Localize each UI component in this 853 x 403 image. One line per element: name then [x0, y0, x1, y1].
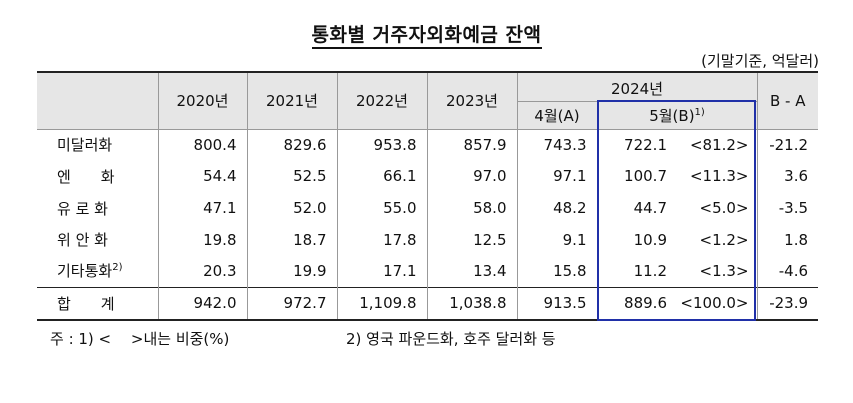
row-label: 유 로 화 [57, 199, 108, 218]
row-label: 미달러화 [57, 136, 113, 155]
cell-2020: 54.4 [157, 160, 247, 192]
cell-may: 889.6 [596, 287, 671, 320]
cell-april: 743.3 [516, 129, 597, 160]
cell-share: <81.2> [689, 135, 749, 154]
cell-diff: 3.6 [756, 160, 819, 192]
cell-diff: 1.8 [756, 224, 819, 255]
cell-2021: 52.5 [246, 160, 337, 192]
cell-2020: 800.4 [157, 129, 247, 160]
header-2021: 2021년 [246, 71, 337, 130]
footnote-1: 주 : 1) < >내는 비중(%) [50, 330, 230, 348]
cell-diff: -3.5 [756, 192, 819, 224]
header-april: 4월(A) [516, 101, 597, 130]
header-may: 5월(B)1) [596, 101, 758, 130]
cell-2022: 953.8 [336, 129, 427, 160]
cell-2022: 1,109.8 [336, 287, 427, 320]
total-row: 합 계 942.0 972.7 1,109.8 1,038.8 913.5 88… [37, 287, 819, 320]
cell-april: 97.1 [516, 160, 597, 192]
cell-share: <11.3> [689, 167, 749, 185]
cell-diff: -23.9 [756, 287, 819, 320]
cell-2020: 47.1 [157, 192, 247, 224]
cell-april: 15.8 [516, 255, 597, 287]
unit-note: (기말기준, 억달러) [701, 52, 819, 70]
row-label: 위 안 화 [57, 231, 108, 249]
cell-diff: -4.6 [756, 255, 819, 287]
cell-2023: 13.4 [426, 255, 517, 287]
header-diff: B - A [756, 71, 819, 129]
header-blank [37, 71, 158, 129]
table-row: 엔 화 54.4 52.5 66.1 97.0 97.1 100.7 <11.3… [37, 160, 819, 192]
cell-2023: 857.9 [426, 129, 517, 160]
cell-2023: 97.0 [426, 160, 517, 192]
cell-2021: 829.6 [246, 129, 337, 160]
table-row: 미달러화 800.4 829.6 953.8 857.9 743.3 722.1… [37, 129, 819, 160]
total-label: 합 계 [57, 294, 115, 313]
header-2023: 2023년 [426, 71, 517, 130]
header-2024: 2024년 [516, 71, 758, 102]
cell-2021: 972.7 [246, 287, 337, 320]
cell-2020: 20.3 [157, 255, 247, 287]
cell-may: 44.7 [596, 192, 671, 224]
cell-may: 10.9 [596, 224, 671, 255]
deposit-table: 2020년 2021년 2022년 2023년 2024년 B - A 4월(A… [37, 71, 819, 321]
cell-2022: 55.0 [336, 192, 427, 224]
cell-april: 913.5 [516, 287, 597, 320]
cell-2023: 1,038.8 [426, 287, 517, 320]
cell-share: <1.3> [699, 261, 749, 280]
row-label: 기타통화2) [57, 262, 123, 281]
page-title: 통화별 거주자외화예금 잔액 [0, 20, 853, 49]
cell-april: 48.2 [516, 192, 597, 224]
cell-share: <100.0> [680, 294, 749, 313]
cell-2022: 17.8 [336, 224, 427, 255]
cell-april: 9.1 [516, 224, 597, 255]
footnote-2: 2) 영국 파운드화, 호주 달러화 등 [346, 330, 556, 348]
table-row: 위 안 화 19.8 18.7 17.8 12.5 9.1 10.9 <1.2>… [37, 224, 819, 255]
row-label: 엔 화 [57, 167, 115, 186]
cell-2020: 19.8 [157, 224, 247, 255]
cell-2020: 942.0 [157, 287, 247, 320]
cell-2022: 66.1 [336, 160, 427, 192]
table-row: 유 로 화 47.1 52.0 55.0 58.0 48.2 44.7 <5.0… [37, 192, 819, 224]
cell-2021: 19.9 [246, 255, 337, 287]
cell-2021: 18.7 [246, 224, 337, 255]
cell-may: 722.1 [596, 129, 671, 160]
table-row: 기타통화2) 20.3 19.9 17.1 13.4 15.8 11.2 <1.… [37, 255, 819, 287]
header-2020: 2020년 [157, 71, 247, 130]
cell-diff: -21.2 [756, 129, 819, 160]
cell-share: <1.2> [699, 230, 749, 249]
cell-share: <5.0> [699, 199, 749, 217]
cell-2023: 12.5 [426, 224, 517, 255]
cell-may: 11.2 [596, 255, 671, 287]
cell-2022: 17.1 [336, 255, 427, 287]
cell-2023: 58.0 [426, 192, 517, 224]
cell-may: 100.7 [596, 160, 671, 192]
cell-2021: 52.0 [246, 192, 337, 224]
header-2022: 2022년 [336, 71, 427, 130]
